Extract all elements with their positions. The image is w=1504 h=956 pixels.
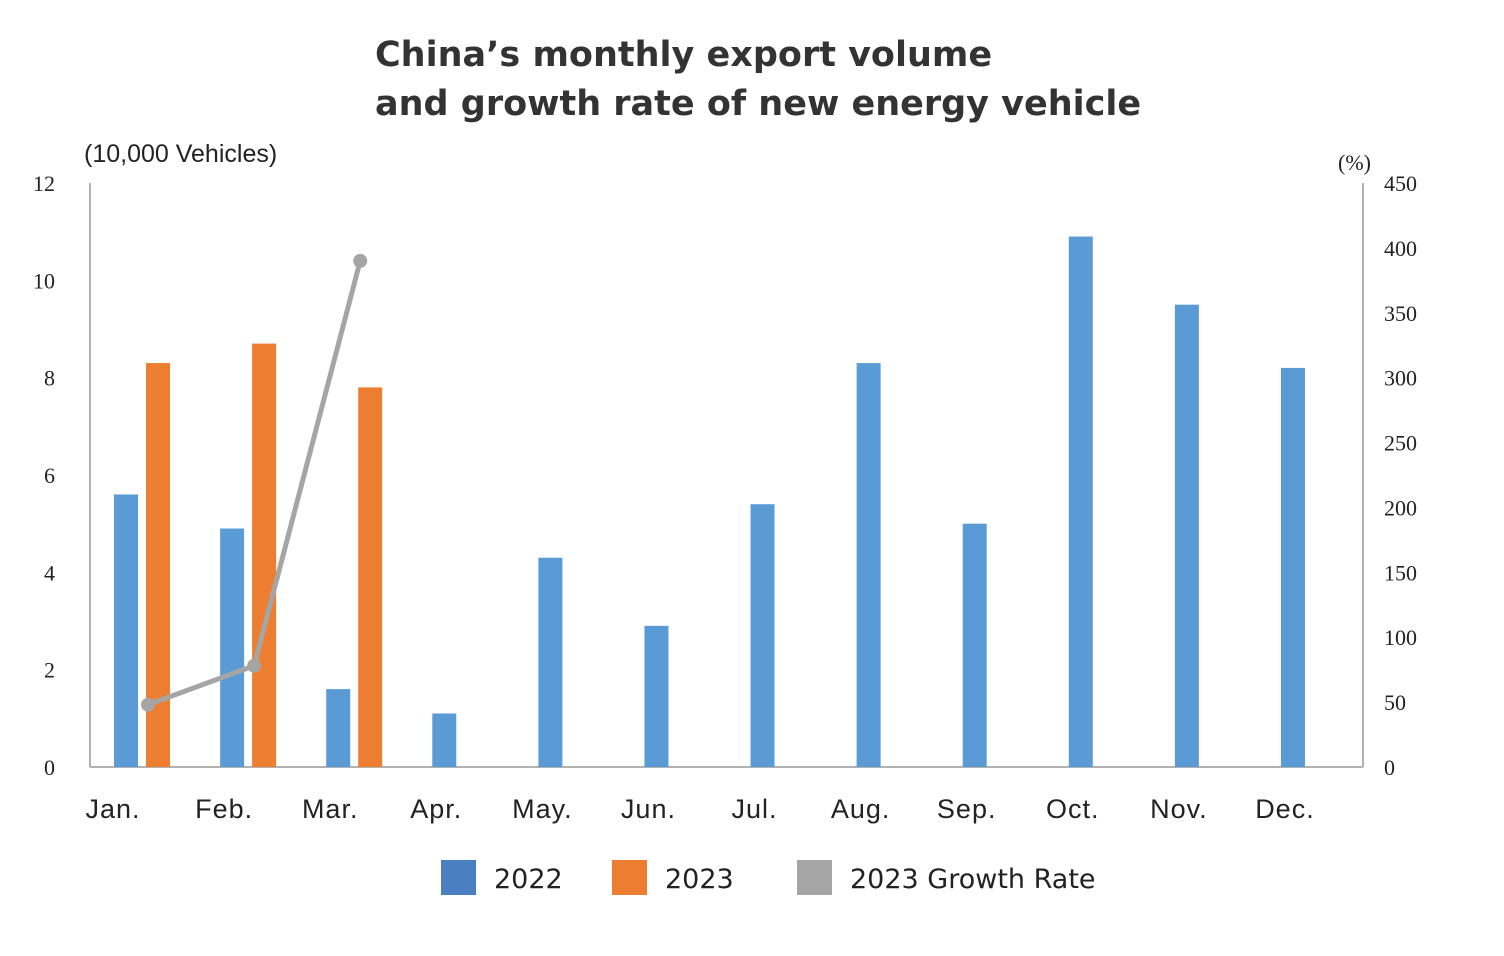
y2-tick-label: 150 bbox=[1384, 560, 1417, 585]
chart-title-line-1: China’s monthly export volume bbox=[375, 35, 992, 75]
bar-2022-2 bbox=[326, 689, 351, 767]
bar-2022-6 bbox=[750, 504, 775, 767]
bar-2022-9 bbox=[1068, 236, 1093, 768]
growth-rate-point bbox=[141, 697, 156, 712]
bar-2022-4 bbox=[538, 557, 563, 767]
x-tick-label: Dec. bbox=[1255, 794, 1315, 824]
y-tick-label: 12 bbox=[33, 171, 55, 196]
y2-tick-label: 50 bbox=[1384, 690, 1406, 715]
y2-tick-label: 0 bbox=[1384, 755, 1395, 780]
legend-label: 2022 bbox=[494, 864, 563, 895]
x-tick-label: Mar. bbox=[302, 794, 359, 824]
bar-2022-7 bbox=[856, 363, 881, 767]
chart-title-line-2: and growth rate of new energy vehicle bbox=[375, 84, 1141, 124]
bar-2022-3 bbox=[432, 713, 457, 767]
y2-tick-label: 100 bbox=[1384, 625, 1417, 650]
x-tick-label: Jul. bbox=[732, 794, 778, 824]
legend-swatch bbox=[441, 860, 476, 895]
legend-swatch bbox=[797, 860, 832, 895]
y2-tick-label: 250 bbox=[1384, 431, 1417, 456]
x-tick-label: Jun. bbox=[621, 794, 676, 824]
y2-tick-label: 400 bbox=[1384, 236, 1417, 261]
bar-2022-10 bbox=[1174, 304, 1199, 767]
legend: 2022 2023 2023 Growth Rate bbox=[441, 860, 1096, 895]
bar-2022-1 bbox=[220, 528, 245, 767]
bar-2023-2 bbox=[358, 387, 383, 767]
growth-rate-point bbox=[247, 658, 262, 673]
legend-swatch bbox=[612, 860, 647, 895]
y-tick-label: 2 bbox=[44, 658, 55, 683]
y2-axis-label: (%) bbox=[1338, 150, 1371, 175]
y-tick-label: 6 bbox=[44, 463, 55, 488]
x-tick-label: Jan. bbox=[86, 794, 141, 824]
x-tick-label: Aug. bbox=[831, 794, 891, 824]
bar-2022-11 bbox=[1280, 367, 1305, 767]
legend-label: 2023 Growth Rate bbox=[850, 864, 1096, 895]
growth-rate-point bbox=[353, 253, 368, 268]
legend-label: 2023 bbox=[665, 864, 734, 895]
bar-2022-0 bbox=[114, 494, 139, 767]
y-tick-label: 8 bbox=[44, 366, 55, 391]
x-tick-label: May. bbox=[512, 794, 573, 824]
y2-tick-label: 450 bbox=[1384, 171, 1417, 196]
bar-2023-1 bbox=[252, 343, 277, 767]
bar-2022-8 bbox=[962, 523, 987, 767]
y-axis-label: (10,000 Vehicles) bbox=[84, 140, 277, 168]
y2-tick-label: 200 bbox=[1384, 495, 1417, 520]
y2-tick-label: 350 bbox=[1384, 301, 1417, 326]
x-tick-label: Oct. bbox=[1046, 794, 1100, 824]
x-tick-label: Apr. bbox=[410, 794, 462, 824]
y-tick-label: 10 bbox=[33, 268, 55, 293]
x-tick-label: Nov. bbox=[1150, 794, 1208, 824]
y-tick-label: 4 bbox=[44, 560, 55, 585]
y-tick-label: 0 bbox=[44, 755, 55, 780]
y2-tick-label: 300 bbox=[1384, 366, 1417, 391]
bar-2022-5 bbox=[644, 625, 669, 767]
x-tick-label: Sep. bbox=[937, 794, 997, 824]
x-tick-label: Feb. bbox=[195, 794, 253, 824]
